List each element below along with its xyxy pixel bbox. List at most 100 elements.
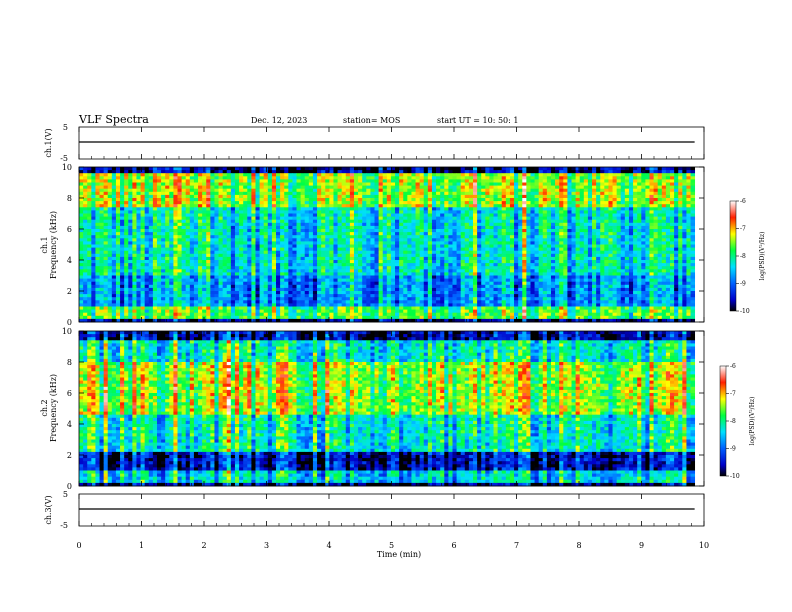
spectrogram-cell (312, 204, 318, 208)
spectrogram-cell (526, 173, 531, 177)
spectrogram-cell (686, 213, 691, 217)
spectrogram-cell (152, 244, 158, 248)
spectrogram-cell (583, 216, 589, 221)
spectrogram-cell (628, 188, 634, 193)
spectrogram-cell (165, 219, 170, 224)
spectrogram-cell (587, 188, 593, 193)
spectrogram-cell (165, 204, 170, 208)
spectrogram-cell (292, 260, 297, 264)
spectrogram-cell (156, 216, 162, 221)
spectrogram-cell (120, 263, 125, 267)
spectrogram-cell (124, 194, 129, 199)
spectrogram-cell (542, 222, 548, 227)
spectrogram-cell (436, 241, 441, 245)
spectrogram-cell (370, 188, 375, 193)
spectrogram-cell (505, 194, 511, 199)
spectrogram-cell (107, 266, 113, 270)
spectrogram-cell (604, 176, 609, 180)
spectrogram-cell (571, 213, 576, 217)
spectrogram-cell (124, 263, 129, 267)
spectrogram-cell (592, 216, 597, 221)
spectrogram-cell (103, 207, 109, 211)
spectrogram-cell (251, 201, 256, 205)
spectrogram-cell (276, 198, 281, 202)
spectrogram-cell (349, 229, 355, 233)
spectrogram-cell (616, 191, 622, 196)
spectrogram-cell (633, 260, 638, 264)
spectrogram-cell (423, 216, 429, 221)
spectrogram-cell (317, 170, 322, 174)
spectrogram-cell (427, 260, 433, 264)
spectrogram-cell (427, 185, 433, 190)
spectrogram-cell (255, 167, 260, 171)
spectrogram-cell (87, 210, 92, 214)
spectrogram-cell (230, 229, 236, 233)
spectrogram-cell (308, 176, 314, 180)
spectrogram-cell (292, 173, 297, 177)
spectrogram-cell (120, 241, 125, 245)
spectrogram-cell (600, 207, 605, 211)
spectrogram-cell (571, 191, 576, 196)
spectrogram-cell (87, 250, 92, 255)
spectrogram-cell (481, 210, 486, 214)
spectrogram-cell (226, 185, 232, 190)
spectrogram-cell (300, 182, 306, 186)
spectrogram-cell (575, 241, 581, 245)
spectrogram-cell (514, 213, 519, 217)
spectrogram-cell (616, 241, 622, 245)
spectrogram-cell (448, 204, 453, 208)
spectrogram-cell (165, 201, 170, 205)
spectrogram-cell (95, 263, 100, 267)
spectrogram-cell (206, 250, 211, 255)
spectrogram-cell (152, 191, 158, 196)
spectrogram-cell (358, 260, 363, 264)
spectrogram-cell (530, 216, 535, 221)
spectrogram-cell (530, 201, 535, 205)
spectrogram-cell (501, 232, 507, 236)
spectrogram-cell (124, 253, 129, 258)
spectrogram-cell (193, 173, 199, 177)
spectrogram-cell (596, 210, 601, 214)
spectrogram-cell (509, 198, 515, 202)
spectrogram-cell (407, 247, 412, 252)
spectrogram-cell (456, 260, 462, 264)
spectrogram-cell (624, 225, 630, 230)
spectrogram-cell (477, 263, 482, 267)
spectrogram-cell (370, 247, 375, 252)
spectrogram-cell (641, 253, 646, 258)
spectrogram-cell (575, 207, 581, 211)
spectrogram-cell (374, 176, 379, 180)
spectrogram-cell (637, 213, 642, 217)
spectrogram-cell (329, 176, 334, 180)
spectrogram-cell (185, 247, 191, 252)
spectrogram-cell (292, 216, 297, 221)
spectrogram-cell (690, 170, 696, 174)
spectrogram-cell (222, 201, 228, 205)
spectrogram-cell (251, 167, 256, 171)
spectrogram-cell (247, 176, 252, 180)
spectrogram-cell (198, 222, 203, 227)
spectrogram-cell (464, 173, 470, 177)
spectrogram-cell (210, 244, 215, 248)
spectrogram-cell (353, 191, 359, 196)
spectrogram-cell (247, 204, 252, 208)
spectrogram-cell (399, 256, 404, 261)
spectrogram-cell (230, 219, 236, 224)
spectrogram-cell (185, 167, 191, 171)
spectrogram-cell (333, 182, 338, 186)
spectrogram-cell (501, 170, 507, 174)
spectrogram-cell (370, 216, 375, 221)
spectrogram-cell (444, 216, 449, 221)
spectrogram-cell (288, 185, 293, 190)
spectrogram-cell (534, 222, 540, 227)
spectrogram-cell (234, 232, 240, 236)
spectrogram-cell (477, 225, 482, 230)
spectrogram-cell (592, 235, 597, 239)
spectrogram-cell (501, 194, 507, 199)
spectrogram-cell (440, 263, 445, 267)
spectrogram-cell (99, 176, 105, 180)
spectrogram-cell (230, 260, 236, 264)
spectrogram-cell (555, 179, 560, 183)
spectrogram-cell (395, 194, 400, 199)
spectrogram-cell (641, 225, 646, 230)
